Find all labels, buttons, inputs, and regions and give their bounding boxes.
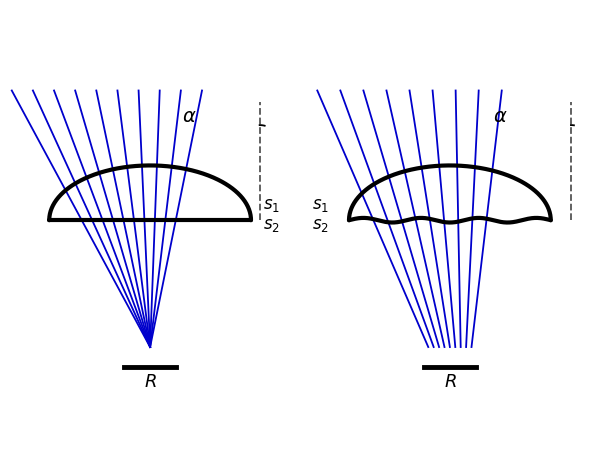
Text: $\alpha$: $\alpha$	[493, 107, 508, 126]
Text: $s_2$: $s_2$	[263, 216, 280, 234]
Text: $R$: $R$	[145, 373, 157, 391]
Text: $s_1$: $s_1$	[311, 196, 329, 214]
Text: $s_1$: $s_1$	[263, 196, 280, 214]
Text: $R$: $R$	[444, 373, 457, 391]
Text: $s_2$: $s_2$	[311, 216, 328, 234]
Text: $\alpha$: $\alpha$	[182, 107, 196, 126]
